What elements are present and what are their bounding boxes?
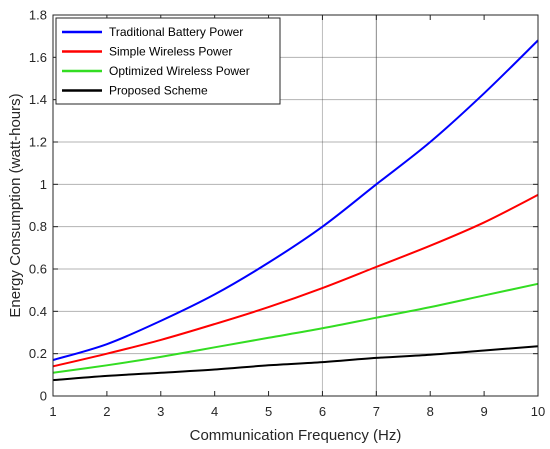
x-tick-label: 8 [427,404,434,419]
x-tick-label: 4 [211,404,218,419]
x-tick-label: 1 [49,404,56,419]
y-tick-label: 0.8 [29,219,47,234]
y-tick-label: 1.8 [29,8,47,23]
series-line-4 [52,345,539,382]
y-tick-label: 1.6 [29,50,47,65]
x-tick-label: 10 [531,404,545,419]
legend-label: Simple Wireless Power [109,45,232,59]
plot-frame [52,14,539,397]
x-tick-label: 3 [157,404,164,419]
y-tick-label: 0.2 [29,346,47,361]
y-tick-label: 0.4 [29,304,47,319]
legend: Traditional Battery Power Simple Wireless… [55,17,281,105]
legend-label: Proposed Scheme [109,84,208,98]
series-line-1 [52,39,539,361]
series-line-2 [52,194,539,368]
x-tick-label: 9 [480,404,487,419]
series-lines [52,39,539,382]
y-tick-label: 0.6 [29,262,47,277]
axis-labels: Communication Frequency (Hz) Energy Cons… [7,93,401,444]
legend-label: Traditional Battery Power [109,25,243,39]
x-tick-label: 7 [373,404,380,419]
y-tick-label: 0 [40,389,47,404]
y-tick-label: 1 [40,177,47,192]
legend-label: Optimized Wireless Power [109,64,250,78]
x-tick-label: 6 [319,404,326,419]
x-axis-label: Communication Frequency (Hz) [190,427,402,444]
x-tick-label: 2 [103,404,110,419]
x-tick-label: 5 [265,404,272,419]
y-axis-label: Energy Consumption (watt-hours) [7,93,24,317]
y-tick-label: 1.2 [29,135,47,150]
y-tick-label: 1.4 [29,92,47,107]
series-line-3 [52,282,539,374]
ticks: 1 2 3 4 5 6 7 8 9 10 0 0.2 0.4 0.6 0.8 1 1.2 1.4 1.6 1.8 [29,8,545,420]
